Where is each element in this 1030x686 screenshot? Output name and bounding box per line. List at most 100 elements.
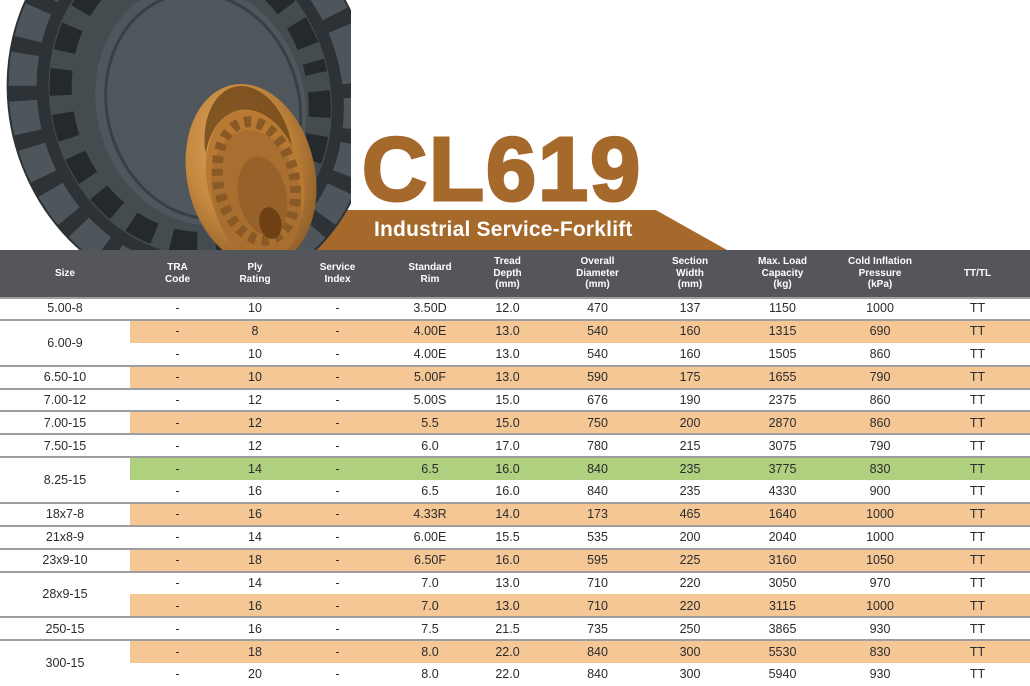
table-cell: 160: [679, 324, 701, 339]
category-banner: Industrial Service-Forklift: [308, 210, 727, 250]
table-cell: 10: [248, 370, 262, 385]
table-cell: 860: [869, 415, 891, 430]
table-cell: 22.0: [495, 667, 520, 682]
table-row: - 16 - 7.5 21.5 735 250 3865 930 TT: [130, 617, 1030, 641]
table-row: - 12 - 5.5 15.0 750 200 2870 860 TT: [130, 411, 1030, 435]
table-cell: TT: [969, 667, 986, 682]
size-cell: 28x9-15: [0, 571, 130, 618]
table-cell: 7.5: [421, 621, 439, 636]
table-row: - 16 - 6.5 16.0 840 235 4330 900 TT: [130, 480, 1030, 503]
table-header-row: Size TRA Code Ply Rating Service Index Stand…: [0, 250, 1030, 297]
table-cell: 173: [587, 507, 608, 522]
table-cell: 860: [869, 347, 891, 362]
table-row: - 18 - 8.0 22.0 840 300 5530 830 TT: [130, 640, 1030, 663]
size-cell: 23x9-10: [0, 548, 130, 572]
size-group: 21x8-9 - 14 - 6.00E 15.5 535 200 2040 1000 TT: [0, 524, 1030, 549]
size-group: 7.00-15 - 12 - 5.5 15.0 750 200 2870 860 TT: [0, 410, 1030, 435]
column-header: Service Index: [319, 261, 356, 285]
table-cell: 5.00S: [413, 392, 447, 407]
table-cell: 6.00E: [413, 530, 447, 545]
table-cell: 8.0: [421, 667, 439, 682]
table-cell: 1505: [768, 347, 797, 362]
category-label: Industrial Service-Forklift: [374, 218, 633, 241]
table-cell: -: [175, 667, 180, 682]
table-cell: 15.0: [495, 415, 520, 430]
table-cell: -: [175, 370, 180, 385]
table-cell: -: [335, 461, 340, 476]
table-cell: 1315: [768, 324, 797, 339]
table-cell: -: [335, 484, 340, 499]
size-cell: 300-15: [0, 640, 130, 686]
table-cell: 16: [248, 621, 262, 636]
size-group: 8.25-15 - 14 - 6.5 16.0 840 235 3775 830 TT - 16 - 6.5…: [0, 456, 1030, 503]
table-cell: -: [175, 392, 180, 407]
table-cell: -: [175, 621, 180, 636]
table-cell: -: [335, 415, 340, 430]
table-cell: 6.5: [421, 484, 439, 499]
column-header: TRA Code: [165, 261, 190, 285]
forklift-tire-illustration: [6, 0, 374, 298]
table-row: - 12 - 5.00S 15.0 676 190 2375 860 TT: [130, 388, 1030, 412]
table-cell: 6.5: [421, 461, 439, 476]
table-cell: 225: [679, 553, 701, 568]
table-cell: 590: [587, 370, 608, 385]
table-row: - 10 - 4.00E 13.0 540 160 1505 860 TT: [130, 342, 1030, 366]
column-header: Max. Load Capacity (kg): [758, 255, 807, 291]
size-cell: 7.00-15: [0, 411, 130, 435]
table-row: - 8 - 4.00E 13.0 540 160 1315 690 TT: [130, 319, 1030, 343]
table-cell: 595: [587, 553, 608, 568]
table-cell: 12.0: [495, 301, 520, 316]
table-cell: 14: [248, 530, 262, 545]
table-cell: 790: [869, 370, 891, 385]
table-cell: TT: [969, 530, 986, 545]
table-cell: 930: [869, 621, 891, 636]
table-cell: 220: [679, 598, 701, 613]
table-cell: 3775: [768, 461, 797, 476]
table-cell: 160: [679, 347, 701, 362]
table-cell: 840: [587, 644, 608, 659]
table-cell: 4.00E: [413, 324, 447, 339]
table-cell: -: [335, 347, 340, 362]
table-cell: 200: [679, 530, 701, 545]
table-cell: -: [335, 324, 340, 339]
table-cell: 8: [251, 324, 259, 339]
table-cell: 5940: [768, 667, 797, 682]
table-cell: 16: [248, 484, 262, 499]
table-cell: -: [335, 621, 340, 636]
table-cell: 7.0: [421, 575, 439, 590]
table-cell: 710: [587, 575, 608, 590]
table-cell: TT: [969, 347, 986, 362]
table-cell: -: [175, 484, 180, 499]
table-cell: 3.50D: [413, 301, 447, 316]
table-cell: 12: [248, 438, 262, 453]
size-cell: 21x8-9: [0, 525, 130, 549]
table-cell: 14: [248, 461, 262, 476]
table-cell: -: [175, 347, 180, 362]
table-cell: 13.0: [495, 370, 520, 385]
table-cell: 300: [679, 667, 701, 682]
table-row: - 18 - 6.50F 16.0 595 225 3160 1050 TT: [130, 548, 1030, 572]
table-cell: TT: [969, 324, 986, 339]
table-row: - 10 - 3.50D 12.0 470 137 1150 1000 TT: [130, 297, 1030, 320]
table-cell: 1640: [768, 507, 797, 522]
size-group: 23x9-10 - 18 - 6.50F 16.0 595 225 3160 1050 TT: [0, 547, 1030, 572]
size-cell: 7.50-15: [0, 434, 130, 458]
table-cell: -: [175, 415, 180, 430]
table-cell: 190: [679, 392, 701, 407]
table-row: - 10 - 5.00F 13.0 590 175 1655 790 TT: [130, 365, 1030, 389]
table-cell: 840: [587, 461, 608, 476]
table-cell: 13.0: [495, 324, 520, 339]
column-header: Tread Depth (mm): [493, 255, 522, 291]
table-cell: 1000: [866, 598, 894, 613]
table-cell: -: [335, 392, 340, 407]
table-cell: -: [335, 530, 340, 545]
size-cell: 6.00-9: [0, 319, 130, 366]
table-cell: 5.00F: [414, 370, 446, 385]
table-cell: -: [175, 530, 180, 545]
table-cell: -: [175, 553, 180, 568]
table-cell: 4.00E: [413, 347, 447, 362]
table-cell: -: [175, 507, 180, 522]
table-cell: -: [335, 553, 340, 568]
table-cell: -: [335, 370, 340, 385]
table-cell: 5530: [768, 644, 797, 659]
